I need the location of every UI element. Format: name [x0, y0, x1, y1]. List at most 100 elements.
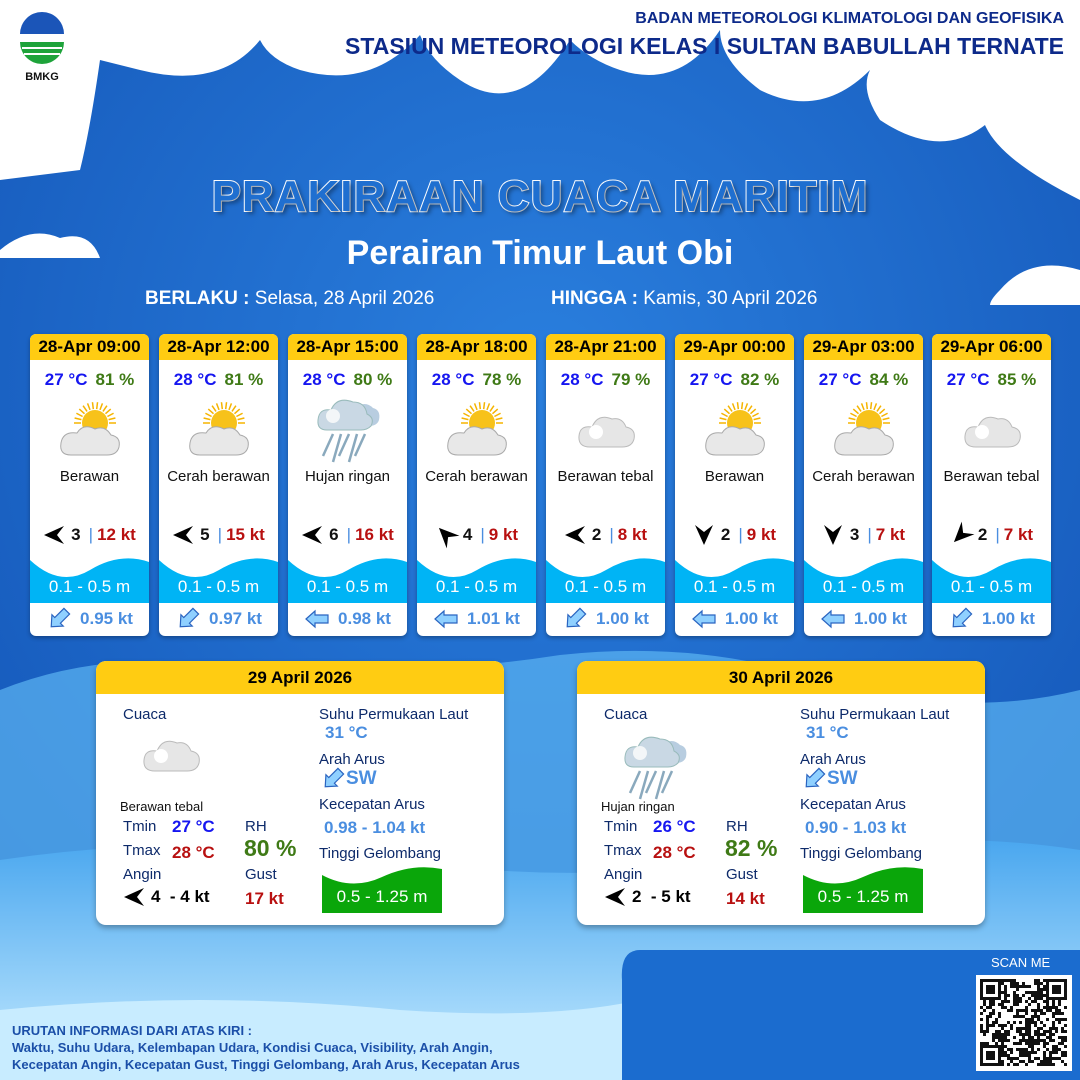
air-temp: 28 °C — [560, 370, 604, 389]
wave-shape — [546, 558, 665, 603]
label-current-direction: Arah Arus — [800, 751, 866, 768]
label-tmin: Tmin — [123, 818, 157, 835]
wind-arrow-icon — [953, 521, 975, 543]
page-title: PRAKIRAAN CUACA MARITIM — [211, 171, 869, 222]
gust-speed: 9 kt — [488, 525, 519, 544]
forecast-time: 29-Apr 06:00 — [932, 334, 1051, 360]
forecast-card: 29-Apr 03:00 27 °C 84 % Cerah berawan 3 | 7… — [804, 334, 923, 636]
wave-height: 0.1 - 0.5 m — [48, 577, 131, 596]
wave-shape — [417, 558, 536, 603]
sun-cloud-icon — [804, 394, 923, 464]
weather-condition: Cerah berawan — [167, 468, 270, 485]
valid-to: HINGGA : Kamis, 30 April 2026 — [551, 288, 818, 309]
wave-shape — [30, 558, 149, 603]
wave-shape — [675, 558, 794, 603]
current-arrow-icon — [324, 767, 345, 788]
wave-height-range: 0.5 - 1.25 m — [817, 887, 909, 906]
station-name: STASIUN METEOROLOGI KELAS I SULTAN BABUL… — [345, 33, 1064, 59]
label-wave-height: Tinggi Gelombang — [319, 845, 442, 862]
bmkg-logo: BMKG — [14, 12, 70, 83]
current-speed: 1.00 kt — [982, 609, 1035, 628]
humidity: 80 % — [353, 370, 393, 389]
weather-condition: Berawan tebal — [120, 799, 204, 814]
wind-speed: 2 — [977, 525, 988, 544]
daily-summary-panel: 30 April 2026 Cuaca Hujan ringan Tmin 26… — [577, 661, 985, 925]
wind-arrow-icon — [823, 525, 842, 545]
wind-arrow-icon — [438, 527, 460, 549]
wave-height: 0.1 - 0.5 m — [693, 577, 776, 596]
qr-code[interactable] — [976, 975, 1072, 1071]
gust-speed: 8 kt — [617, 525, 648, 544]
label-tmax: Tmax — [123, 842, 161, 859]
wave-height: 0.1 - 0.5 m — [822, 577, 905, 596]
current-arrow-icon — [305, 609, 329, 629]
gust-speed: 15 kt — [226, 525, 265, 544]
logo-text: BMKG — [25, 71, 59, 83]
current-speed-range: 0.90 - 1.03 kt — [805, 818, 907, 837]
wave-shape — [322, 867, 442, 913]
label-current-speed: Kecepatan Arus — [800, 796, 906, 813]
gust-speed: 7 kt — [1003, 525, 1034, 544]
rh-value: 82 % — [725, 835, 778, 861]
air-temp: 27 °C — [946, 370, 990, 389]
humidity: 79 % — [611, 370, 651, 389]
wave-height: 0.1 - 0.5 m — [950, 577, 1033, 596]
wave-height: 0.1 - 0.5 m — [564, 577, 647, 596]
wind-range: 2 - 5 kt — [632, 887, 691, 906]
label-current-direction: Arah Arus — [319, 751, 385, 768]
footer-legend: URUTAN INFORMASI DARI ATAS KIRI : Waktu,… — [12, 1023, 520, 1072]
wave-height: 0.1 - 0.5 m — [306, 577, 389, 596]
label-tmax: Tmax — [604, 842, 642, 859]
cloud-icon — [141, 731, 201, 780]
weather-condition: Berawan — [704, 468, 765, 485]
air-temp: 28 °C — [302, 370, 346, 389]
current-speed: 0.98 kt — [338, 609, 391, 628]
sun-cloud-icon — [675, 394, 794, 464]
forecast-time: 29-Apr 00:00 — [675, 334, 794, 360]
tmax-value: 28 °C — [653, 843, 696, 862]
current-speed: 1.01 kt — [467, 609, 520, 628]
rh-value: 80 % — [244, 835, 297, 861]
label-cuaca: Cuaca — [123, 706, 167, 723]
wind-speed: 6 — [329, 525, 339, 544]
current-speed: 1.00 kt — [596, 609, 649, 628]
sun-cloud-icon — [30, 394, 149, 464]
label-cuaca: Cuaca — [604, 706, 648, 723]
daily-summary-panel: 29 April 2026 Cuaca Berawan tebal Tmin 2… — [96, 661, 504, 925]
wind-speed: 2 — [720, 525, 731, 544]
wind-speed: 5 — [200, 525, 210, 544]
area-name: Perairan Timur Laut Obi — [346, 234, 734, 272]
air-temp: 28 °C — [431, 370, 475, 389]
current-direction: SW — [827, 768, 858, 789]
label-rh: RH — [726, 818, 748, 835]
current-arrow-icon — [805, 767, 826, 788]
forecast-card: 28-Apr 15:00 28 °C 80 % Hujan ringan 6 | 16… — [288, 334, 407, 636]
current-speed: 0.95 kt — [80, 609, 133, 628]
sun-cloud-icon — [417, 394, 536, 464]
weather-condition: Berawan tebal — [943, 468, 1040, 485]
humidity: 81 % — [224, 370, 264, 389]
gust-value: 17 kt — [245, 889, 284, 908]
label-angin: Angin — [604, 866, 643, 883]
wind-arrow-icon — [124, 888, 144, 906]
wave-shape — [288, 558, 407, 603]
label-sst: Suhu Permukaan Laut — [319, 706, 469, 723]
humidity: 85 % — [997, 370, 1037, 389]
current-speed: 1.00 kt — [725, 609, 778, 628]
wind-speed: 3 — [849, 525, 860, 544]
humidity: 78 % — [482, 370, 522, 389]
label-sst: Suhu Permukaan Laut — [800, 706, 950, 723]
forecast-card: 29-Apr 06:00 27 °C 85 % Berawan tebal 2 | 7… — [932, 334, 1051, 636]
current-arrow-icon — [952, 607, 973, 628]
wave-height: 0.1 - 0.5 m — [177, 577, 260, 596]
panel-date: 30 April 2026 — [577, 661, 985, 694]
gust-speed: 7 kt — [875, 525, 906, 544]
wave-shape — [803, 867, 923, 913]
wave-shape — [932, 558, 1051, 603]
weather-condition: Cerah berawan — [425, 468, 528, 485]
sst-value: 31 °C — [325, 723, 368, 742]
gust-speed: 16 kt — [355, 525, 394, 544]
wave-shape — [159, 558, 278, 603]
current-direction: SW — [346, 768, 377, 789]
wind-range: 4 - 4 kt — [151, 887, 210, 906]
